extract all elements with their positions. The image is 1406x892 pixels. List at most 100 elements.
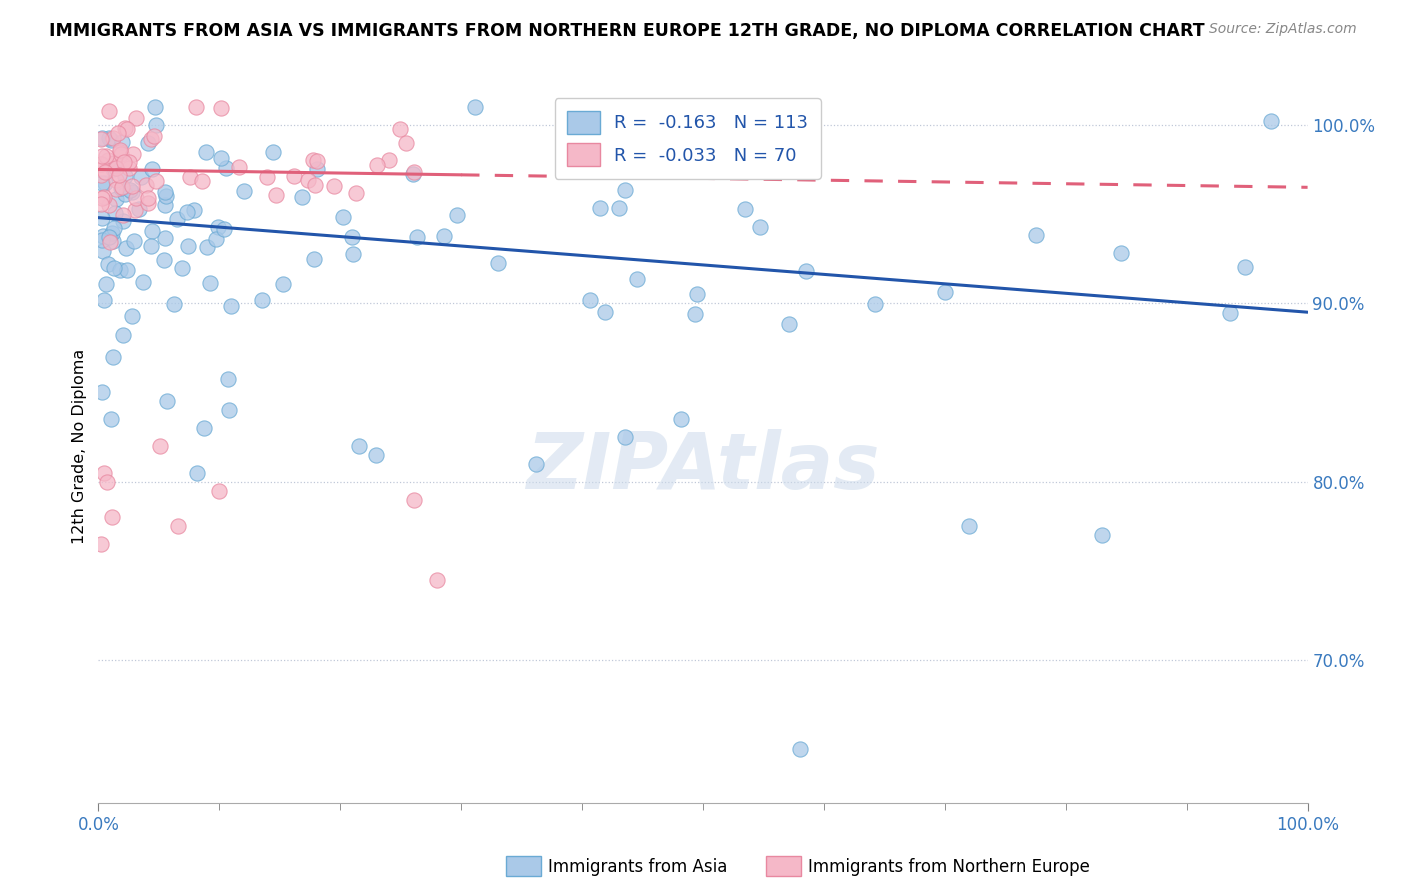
Point (98, 235, 121, 250)
Point (155, 188, 177, 202)
Point (322, 178, 344, 193)
Point (118, 161, 141, 175)
Point (208, 483, 231, 498)
Point (177, 238, 200, 252)
Point (101, 235, 124, 249)
Point (118, 155, 141, 169)
Point (101, 510, 124, 524)
Point (262, 145, 284, 159)
Point (153, 198, 176, 212)
Point (98, 230, 121, 244)
Point (91, 130, 114, 145)
Point (108, 168, 131, 182)
Point (934, 285, 956, 299)
Point (121, 179, 143, 194)
Point (152, 253, 174, 268)
Point (1260, 114, 1282, 128)
Point (614, 183, 637, 197)
Point (114, 169, 136, 183)
Point (94, 277, 117, 291)
Point (103, 161, 125, 176)
Point (136, 136, 159, 150)
Point (149, 439, 172, 453)
Point (143, 128, 166, 143)
Point (304, 178, 326, 193)
Point (97, 153, 120, 168)
Point (97, 257, 120, 271)
Point (332, 211, 354, 225)
Point (97, 104, 120, 119)
Point (110, 146, 132, 161)
Point (377, 153, 399, 167)
Point (302, 252, 325, 266)
Point (98, 131, 121, 145)
Point (90, 197, 112, 211)
Point (91, 385, 114, 400)
Point (112, 213, 135, 227)
Point (153, 230, 176, 244)
Point (141, 162, 163, 177)
Point (91, 211, 114, 225)
Point (402, 167, 425, 181)
Point (125, 191, 148, 205)
Point (194, 145, 217, 159)
Point (166, 212, 188, 227)
Point (307, 153, 329, 168)
Point (91, 176, 114, 190)
Point (340, 230, 363, 244)
Point (103, 131, 125, 145)
Point (111, 179, 134, 194)
Point (176, 204, 198, 219)
Text: IMMIGRANTS FROM ASIA VS IMMIGRANTS FROM NORTHERN EUROPE 12TH GRADE, NO DIPLOMA C: IMMIGRANTS FROM ASIA VS IMMIGRANTS FROM … (49, 22, 1205, 40)
Point (404, 492, 426, 507)
Text: Source: ZipAtlas.com: Source: ZipAtlas.com (1209, 22, 1357, 37)
Point (404, 165, 426, 179)
Point (264, 188, 287, 202)
Point (94, 165, 117, 179)
Point (136, 195, 159, 210)
Point (145, 118, 167, 132)
Point (94, 149, 117, 163)
Point (426, 573, 449, 587)
Point (184, 100, 207, 114)
Text: ZIPAtlas: ZIPAtlas (526, 429, 880, 506)
Point (91, 149, 114, 163)
Point (143, 100, 166, 114)
Point (122, 234, 145, 248)
Point (291, 189, 314, 203)
Point (395, 136, 418, 150)
Point (163, 297, 186, 311)
Point (305, 161, 328, 176)
Point (100, 412, 122, 426)
Point (91, 244, 114, 258)
Point (91, 233, 114, 247)
Point (114, 121, 136, 136)
Point (364, 448, 387, 462)
Point (957, 519, 980, 533)
Point (256, 169, 278, 184)
Point (302, 153, 325, 167)
Point (100, 133, 122, 147)
Point (167, 519, 190, 533)
Point (129, 169, 152, 184)
Y-axis label: 12th Grade, No Diploma: 12th Grade, No Diploma (72, 349, 87, 543)
Point (93, 293, 115, 308)
Point (193, 421, 215, 435)
Point (344, 186, 367, 200)
Point (366, 158, 388, 172)
Point (233, 184, 256, 198)
Point (209, 101, 232, 115)
Point (1025, 228, 1047, 243)
Point (614, 430, 637, 444)
Point (212, 222, 235, 236)
Point (1109, 246, 1132, 260)
Point (217, 372, 239, 386)
Point (669, 412, 692, 426)
Point (389, 122, 412, 136)
Point (141, 132, 163, 146)
Point (112, 328, 135, 343)
Point (103, 261, 125, 276)
Point (145, 174, 167, 188)
Point (686, 286, 709, 301)
Point (103, 206, 125, 220)
